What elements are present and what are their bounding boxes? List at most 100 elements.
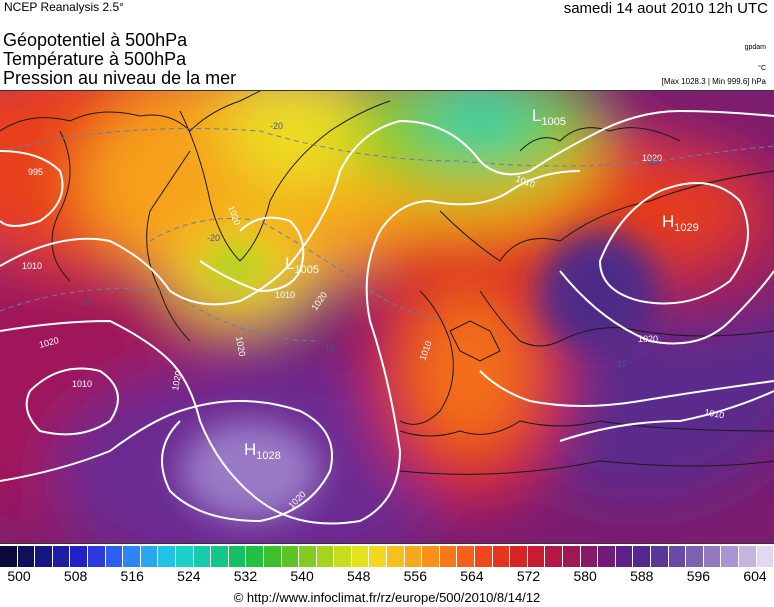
colorbar-swatch [703,546,722,567]
temperature-label: -20 [207,233,220,243]
pressure-center-label: H1029 [662,212,699,234]
colorbar-swatch [193,546,212,567]
colorbar-swatch [369,546,388,567]
unit-geopotential: gpdam [744,44,766,51]
colorbar-swatch [422,546,440,567]
colorbar-swatch [35,546,53,567]
temperature-label: -20 [270,121,283,131]
colorbar-swatch [738,546,757,567]
colorbar-swatch [211,546,229,567]
colorbar-swatch [527,546,546,567]
colorbar-swatch [633,546,651,567]
colorbar-swatch [351,546,370,567]
pressure-center-low: L1005 [532,106,566,128]
colorbar-swatch [140,546,159,567]
colorbar-tick-label: 548 [347,568,371,584]
colorbar-ticks: 500 508 516 524 532 540 548 556 564 572 580 588 596 6… [0,568,774,586]
isobar-label: 1010 [72,379,92,389]
colorbar-swatch [263,546,282,567]
colorbar-swatch [598,546,616,567]
colorbar-swatch [615,546,634,567]
pressure-center-high: H1028 [244,440,281,462]
colorbar-swatch [52,546,71,567]
colorbar-swatch [246,546,264,567]
temperature-label: -15 [614,359,627,369]
colorbar-swatch [123,546,141,567]
weather-map: L1005 H1029 L1005 H1028 995 1010 1010 1020 1010… [0,90,774,544]
isobar-label: 1010 [704,407,725,420]
coastlines [0,91,774,475]
isobar-label: 1020 [642,153,662,163]
isobars [0,109,774,525]
colorbar-swatch [756,546,774,567]
colorbar-tick-label: 572 [516,568,541,584]
geopotential-cores [180,231,660,521]
isobar-label: 1020 [170,370,183,391]
colorbar-swatch [668,546,687,567]
colorbar-swatch [686,546,704,567]
colorbar-swatch [158,546,176,567]
colorbar-swatch [492,546,511,567]
source-label: NCEP Reanalysis 2.5° [4,0,124,14]
colorbar-swatch [563,546,581,567]
colorbar-swatch [510,546,528,567]
weather-map-svg: L1005 H1029 L1005 H1028 995 1010 1010 1020 1010… [0,91,774,543]
colorbar-tick-label: 500 [7,568,31,584]
colorbar-tick-label: 588 [630,568,654,584]
colorbar-tick-label: 604 [743,568,767,584]
colorbar-swatch [316,546,335,567]
colorbar-tick-label: 596 [686,568,711,584]
pressure-center-high: H1029 [662,212,699,234]
colorbar-swatch [475,546,493,567]
temperature-label: -15 [322,343,335,353]
colorbar-swatch [17,546,36,567]
colorbar-tick-label: 564 [460,568,484,584]
colorbar-swatch [439,546,458,567]
pressure-center-low: L1005 [285,254,319,276]
colorbar [0,546,774,567]
pressure-range: [Max 1028.3 | Min 999.6] hPa [661,77,766,86]
colorbar-tick-label: 524 [177,568,201,584]
isobar-label: 1020 [638,334,658,344]
colorbar-swatch [457,546,476,567]
isobar-label: 1010 [275,290,295,300]
colorbar-swatch [105,546,124,567]
colorbar-swatch [281,546,300,567]
isobar-label: 1020 [234,336,247,357]
pressure-center-label: L1005 [532,106,566,128]
colorbar-swatch [580,546,599,567]
colorbar-swatch [387,546,405,567]
footer-credit: © http://www.infoclimat.fr/rz/europe/500… [233,590,541,605]
pressure-centers: L1005 H1029 L1005 H1028 [244,106,699,462]
colorbar-swatch [650,546,669,567]
pressure-center-label: L1005 [285,254,319,276]
temperature-labels: -20 -20 -20 -15 -15 -15 [78,121,659,369]
colorbar-swatch [404,546,423,567]
colorbar-swatch [0,546,18,567]
colorbar-tick-label: 580 [573,568,597,584]
colorbar-swatch [175,546,194,567]
colorbar-tick-label: 540 [290,568,314,584]
title-temperature: Température à 500hPa [3,49,187,69]
title-geopotential: Géopotentiel à 500hPa [3,30,188,50]
title-pressure: Pression au niveau de la mer [3,68,237,88]
colorbar-tick-label: 516 [120,568,144,584]
temperature-label: -15 [78,297,91,307]
colorbar-tick-label: 556 [403,568,427,584]
colorbar-swatch [87,546,106,567]
date-label: samedi 14 aout 2010 12h UTC [563,0,768,17]
map-titles: Géopotentiel à 500hPa Température à 500h… [3,31,236,88]
isobar-label: 995 [28,167,43,177]
colorbar-tick-label: 508 [63,568,88,584]
pressure-center-label: H1028 [244,440,281,462]
colorbar-swatch [721,546,739,567]
colorbar-swatch [334,546,352,567]
temperature-label: -20 [646,157,659,167]
colorbar-swatch [545,546,563,567]
isobar-label: 1010 [22,261,42,271]
colorbar-swatch [299,546,317,567]
colorbar-tick-label: 532 [233,568,258,584]
unit-temperature: °C [758,65,766,72]
colorbar-swatch [70,546,88,567]
colorbar-swatch [228,546,247,567]
